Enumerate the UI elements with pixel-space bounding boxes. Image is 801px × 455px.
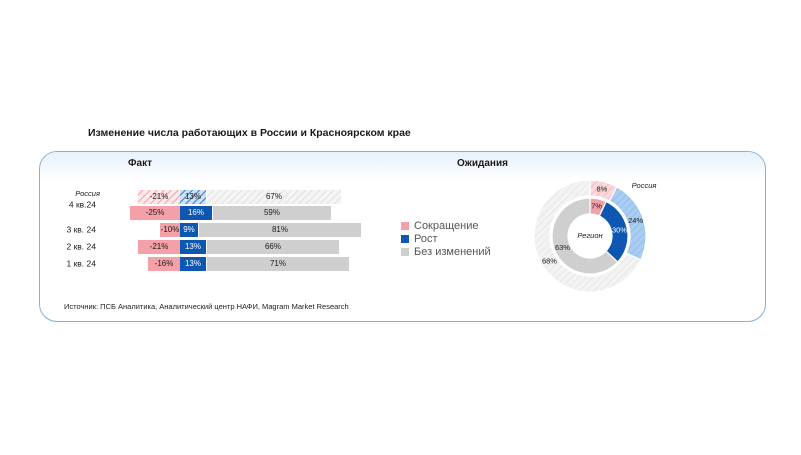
- inner-ring-slice-label: 7%: [591, 202, 602, 211]
- row-3-growth-bar: [180, 240, 206, 254]
- outer-ring-slice-label: 24%: [628, 216, 643, 225]
- chart-title: Изменение числа работающих в России и Кр…: [88, 127, 411, 139]
- inner-ring-slice-label: 63%: [555, 243, 570, 252]
- legend-label: Сокращение: [414, 219, 479, 232]
- legend-label: Рост: [414, 232, 438, 245]
- row-1-growth-label: 16%: [188, 208, 204, 217]
- row-3-decline-bar: [138, 240, 180, 254]
- row-3-no-change-bar: [207, 240, 339, 254]
- row-2-growth-label: 9%: [183, 225, 195, 234]
- russia-decline-bar: [138, 190, 180, 204]
- fact-subtitle: Факт: [128, 158, 152, 169]
- row-2-decline-bar: [160, 223, 180, 237]
- outer-ring-slice: [533, 179, 642, 293]
- inner-ring-slice: [551, 197, 619, 275]
- row-1-decline-bar: [130, 206, 180, 220]
- row-4-growth-bar: [180, 257, 206, 271]
- row-4-decline-label: -16%: [155, 259, 174, 268]
- category-label: 2 кв. 24: [66, 241, 96, 251]
- russia-no-change-bar: [207, 190, 341, 204]
- row-1-growth-bar: [180, 206, 212, 220]
- legend-item: Сокращение: [401, 219, 491, 232]
- row-2-growth-bar: [180, 223, 198, 237]
- legend-swatch: [401, 247, 409, 256]
- source-note: Источник: ПСБ Аналитика, Аналитический ц…: [64, 302, 349, 311]
- row-2-decline-label: -10%: [161, 225, 180, 234]
- legend-label: Без изменений: [414, 245, 491, 258]
- outer-ring-slice-label: 8%: [597, 184, 608, 193]
- row-1-no-change-bar: [213, 206, 331, 220]
- russia-growth-bar: [180, 190, 206, 204]
- legend-item: Рост: [401, 232, 491, 245]
- russia-series-label: Россия: [75, 189, 100, 198]
- row-3-no-change-label: 66%: [265, 242, 281, 251]
- donut-outer-label: Россия: [632, 181, 657, 190]
- row-2-no-change-bar: [199, 223, 361, 237]
- legend-item: Без изменений: [401, 245, 491, 258]
- legend-swatch: [401, 221, 409, 230]
- legend-swatch: [401, 234, 409, 243]
- row-3-decline-label: -21%: [150, 242, 169, 251]
- russia-no-change-label: 67%: [266, 192, 282, 201]
- donut-inner-label: Регион: [577, 231, 602, 240]
- legend: Сокращение Рост Без изменений: [401, 219, 491, 258]
- row-4-no-change-bar: [207, 257, 349, 271]
- row-3-growth-label: 13%: [185, 242, 201, 251]
- inner-ring-slice-label: 30%: [612, 225, 627, 234]
- russia-growth-label: 13%: [185, 192, 201, 201]
- outer-ring-slice-label: 68%: [542, 257, 557, 266]
- russia-decline-label: -21%: [150, 192, 169, 201]
- row-4-growth-label: 13%: [185, 259, 201, 268]
- row-2-no-change-label: 81%: [272, 225, 288, 234]
- expectations-subtitle: Ожидания: [457, 158, 508, 169]
- row-4-decline-bar: [148, 257, 180, 271]
- row-1-decline-label: -25%: [146, 208, 165, 217]
- category-label: 4 кв.24: [69, 199, 96, 209]
- row-1-no-change-label: 59%: [264, 208, 280, 217]
- category-label: 3 кв. 24: [66, 224, 96, 234]
- row-4-no-change-label: 71%: [270, 259, 286, 268]
- category-label: 1 кв. 24: [66, 258, 96, 268]
